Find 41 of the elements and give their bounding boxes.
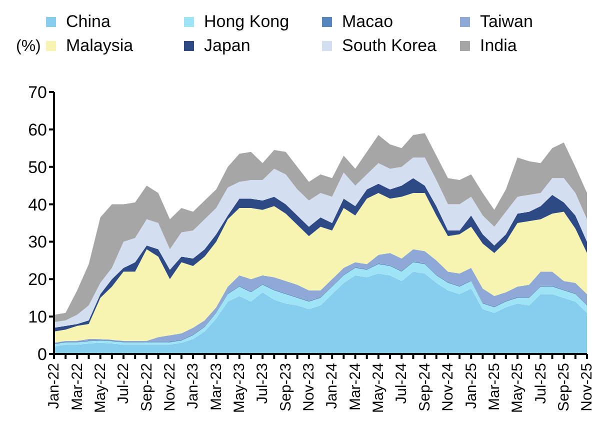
x-tick-label: Jan-22 (46, 363, 63, 409)
y-tick-label: 0 (38, 345, 47, 364)
y-tick-label: 60 (28, 120, 47, 140)
legend-label: Macao (342, 12, 394, 32)
legend-label: India (480, 36, 517, 56)
x-tick-label: Jul-24 (393, 363, 410, 404)
x-tick-label: May-23 (231, 363, 248, 414)
x-tick-label: Jan-23 (184, 363, 202, 409)
y-axis-title: (%) (16, 38, 41, 56)
y-tick-label: 40 (28, 195, 47, 214)
x-tick-label: Nov-22 (162, 363, 179, 412)
x-tick-label: Mar-22 (68, 363, 86, 411)
legend-label: China (66, 12, 110, 32)
x-tick-label: Sep-23 (277, 363, 294, 412)
x-tick-label: Sep-25 (555, 363, 572, 412)
y-tick-label: 10 (28, 308, 47, 327)
x-tick-label: Nov-24 (440, 363, 457, 412)
legend-label: Malaysia (66, 36, 134, 56)
x-tick-label: Nov-23 (300, 363, 318, 412)
x-tick-label: Mar-23 (208, 363, 225, 411)
x-tick-label: Jul-22 (115, 363, 132, 404)
x-tick-label: May-22 (92, 363, 109, 414)
x-tick-label: Nov-25 (578, 363, 596, 412)
x-tick-label: Jul-25 (532, 363, 550, 404)
x-tick-label: May-24 (370, 363, 388, 414)
legend-label: Japan (204, 36, 250, 56)
x-tick-label: Mar-25 (486, 363, 503, 411)
y-tick-label: 20 (28, 270, 47, 290)
legend-label: South Korea (342, 36, 437, 56)
x-tick-label: May-25 (509, 363, 526, 414)
legend-label: Hong Kong (204, 12, 290, 32)
y-tick-label: 70 (28, 83, 47, 102)
x-tick-label: Jan-25 (462, 363, 480, 409)
legend-label: Taiwan (480, 12, 533, 32)
y-tick-label: 30 (28, 232, 47, 252)
y-tick-label: 50 (28, 158, 47, 177)
x-tick-label: Sep-24 (416, 363, 434, 412)
x-tick-label: Mar-24 (346, 363, 364, 411)
x-tick-label: Jan-24 (324, 363, 341, 409)
x-tick-label: Jul-23 (254, 363, 272, 404)
x-tick-label: Sep-22 (138, 363, 156, 412)
